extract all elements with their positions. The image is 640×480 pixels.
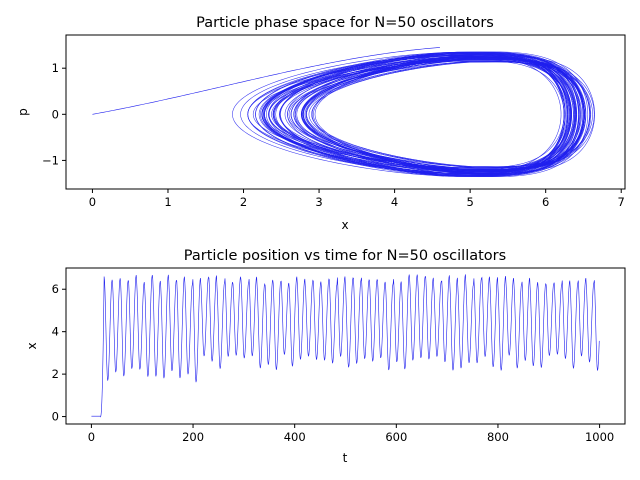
position-time-axes-frame: [65, 267, 626, 425]
position-time-series: [91, 274, 600, 418]
phase-space-axes-frame: [65, 34, 626, 190]
position-time-y-tick-label: 0: [52, 410, 59, 424]
phase-space-x-tick-label: 3: [315, 195, 322, 209]
phase-space-loop: [302, 56, 571, 173]
phase-space-loop: [261, 57, 585, 172]
phase-space-x-tick-label: 7: [618, 195, 625, 209]
phase-space-x-tick-label: 0: [89, 195, 96, 209]
phase-space-x-ticks: 0 1 2 3 4 5 6 7: [89, 189, 625, 209]
phase-space-loop: [273, 60, 565, 169]
phase-space-y-label: p: [16, 108, 30, 116]
position-time-x-label: t: [343, 451, 348, 465]
position-time-x-tick-label: 600: [385, 430, 407, 444]
phase-space-y-tick-label: 0: [52, 107, 59, 121]
phase-space-loop: [264, 58, 586, 170]
phase-space-loop: [280, 52, 584, 177]
phase-space-loop: [300, 56, 595, 172]
phase-space-x-tick-label: 2: [240, 195, 247, 209]
phase-space-loop: [255, 53, 566, 175]
phase-space-loop: [240, 55, 562, 174]
phase-space-x-label: x: [341, 218, 348, 232]
phase-space-loop: [258, 54, 592, 175]
position-time-y-ticks: 0 2 4 6: [52, 282, 66, 424]
phase-space-loop: [272, 51, 589, 178]
position-time-line: [91, 274, 600, 418]
position-time-x-tick-label: 400: [284, 430, 306, 444]
phase-space-loop: [279, 52, 566, 176]
position-time-title: Particle position vs time for N=50 oscil…: [184, 248, 506, 264]
phase-space-series: [92, 47, 595, 178]
position-time-x-tick-label: 0: [88, 430, 95, 444]
phase-space-x-tick-label: 4: [391, 195, 398, 209]
phase-space-y-tick-label: 1: [52, 61, 59, 75]
phase-space-loop: [296, 54, 579, 174]
position-time-x-tick-label: 800: [487, 430, 509, 444]
position-time-x-tick-label: 1000: [585, 430, 614, 444]
position-time-x-tick-label: 200: [182, 430, 204, 444]
phase-space-title: Particle phase space for N=50 oscillator…: [196, 15, 494, 31]
position-time-x-ticks: 0 200 400 600 800 1000: [88, 424, 614, 444]
phase-space-plot: 0 1 2 3 4 5 6 7 −1 0 1 Particle phase space for N…: [16, 15, 626, 232]
position-time-y-tick-label: 6: [52, 282, 59, 296]
phase-space-y-tick-label: −1: [42, 153, 59, 167]
phase-space-transient: [92, 47, 440, 115]
phase-space-loop: [266, 52, 574, 177]
phase-space-loop: [268, 58, 585, 171]
position-time-y-label: x: [25, 342, 39, 349]
phase-space-x-tick-label: 6: [542, 195, 549, 209]
phase-space-y-ticks: −1 0 1: [42, 61, 66, 167]
phase-space-loop: [272, 58, 570, 171]
phase-space-loop: [263, 53, 577, 176]
position-time-y-tick-label: 2: [52, 367, 59, 381]
phase-space-x-tick-label: 5: [466, 195, 473, 209]
phase-space-x-tick-label: 1: [164, 195, 171, 209]
position-time-plot: 0 200 400 600 800 1000 0 2 4 6 Particle position…: [25, 248, 626, 465]
position-time-y-tick-label: 4: [52, 325, 59, 339]
phase-space-loop: [293, 60, 571, 169]
phase-space-loop: [311, 61, 576, 168]
phase-space-loop: [247, 56, 570, 173]
